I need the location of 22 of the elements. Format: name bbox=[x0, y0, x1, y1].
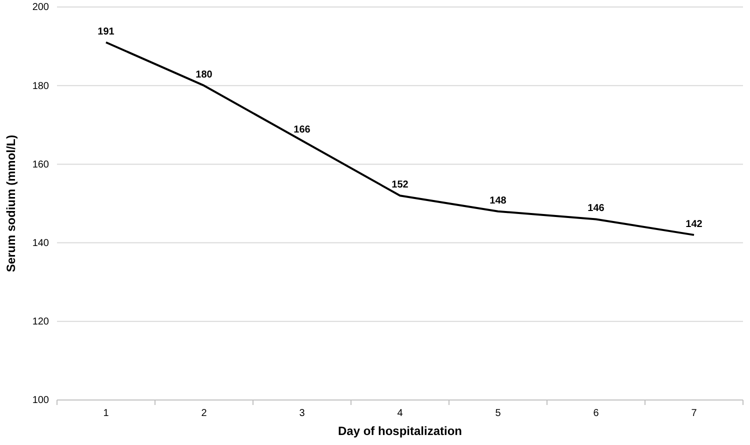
y-tick-label: 160 bbox=[32, 159, 50, 170]
x-tick-label: 3 bbox=[299, 408, 306, 419]
x-tick-label: 1 bbox=[103, 408, 110, 419]
y-tick-label: 180 bbox=[32, 80, 50, 92]
data-label: 142 bbox=[686, 218, 703, 230]
data-label: 166 bbox=[294, 124, 311, 136]
y-tick-label: 120 bbox=[32, 316, 50, 328]
data-label: 146 bbox=[588, 203, 605, 214]
data-label: 180 bbox=[196, 70, 213, 81]
y-tick-label: 200 bbox=[32, 2, 50, 14]
x-axis-title: Day of hospitalization bbox=[338, 424, 462, 438]
x-tick-label: 6 bbox=[593, 408, 600, 419]
data-label: 148 bbox=[490, 195, 507, 206]
x-tick-label: 4 bbox=[397, 408, 404, 419]
x-tick-label: 2 bbox=[201, 408, 208, 419]
y-axis-title: Serum sodium (mmol/L) bbox=[4, 134, 18, 272]
x-tick-label: 5 bbox=[495, 408, 502, 419]
y-tick-label: 100 bbox=[32, 395, 50, 406]
x-tick-label: 7 bbox=[691, 408, 698, 419]
data-label: 191 bbox=[98, 26, 115, 38]
y-tick-label: 140 bbox=[32, 238, 50, 249]
data-label: 152 bbox=[392, 180, 409, 191]
